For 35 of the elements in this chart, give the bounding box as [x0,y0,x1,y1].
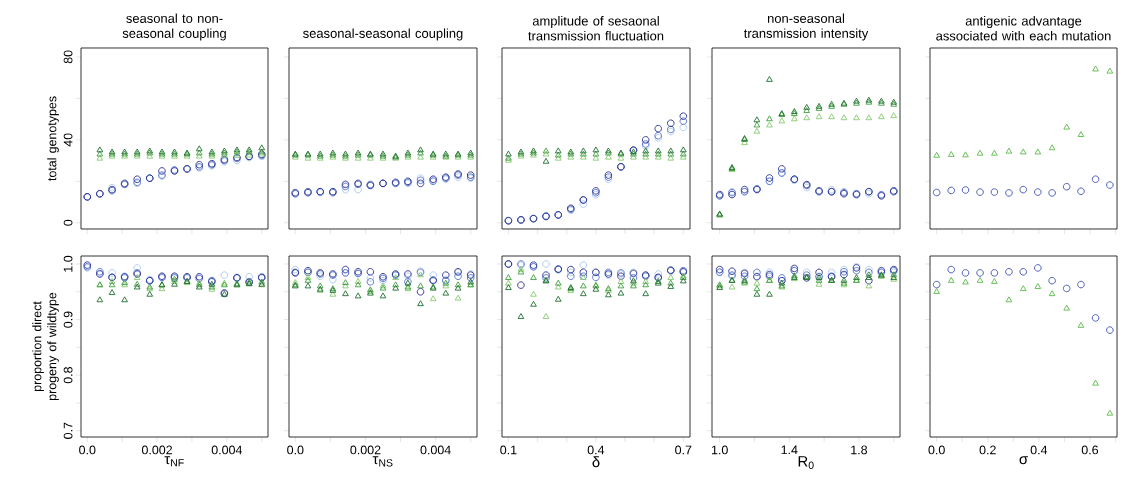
y-axis-title: total genotypes [47,96,59,181]
y-tick-label: 0 [63,219,73,226]
x-tick-label: 0.002 [350,445,381,455]
x-tick-label: 1.0 [711,445,728,455]
y-tick-label: 0.7 [63,422,73,439]
y-tick-label: 40 [63,133,73,147]
y-tick-label: 0.9 [63,311,73,328]
x-axis-title: τ$_{NS}$ [372,456,393,467]
x-tick-label: 0.002 [141,445,173,455]
x-tick-label: 0.4 [1030,445,1048,455]
chart-title: seasonal to non-seasonal coupling [122,13,226,41]
y-tick-label: 1.0 [63,255,73,272]
x-tick-label: 0.6 [1081,445,1099,455]
x-axis-title: δ [592,456,600,468]
x-tick-label: 0.004 [420,445,451,455]
chart-title: non-seasonal transmission intensity [743,13,869,41]
x-axis-title: R$_{0}$ [798,456,814,469]
y-tick-label: 80 [63,50,73,64]
x-tick-label: 0.4 [587,445,605,455]
x-tick-label: 0.1 [500,445,517,455]
x-tick-label: 0.0 [928,445,945,455]
x-tick-label: 0.0 [287,445,304,455]
x-tick-label: 0.2 [979,445,996,455]
x-tick-label: 0.004 [211,445,243,455]
x-axis-title: σ [1019,456,1028,465]
chart-title: seasonal-seasonal coupling [303,28,463,41]
y-axis-title: proportion direct progeny of wildtype [32,292,59,401]
x-tick-label: 0.0 [79,445,96,455]
x-tick-label: 1.8 [851,445,868,455]
x-tick-label: 1.4 [781,445,798,455]
y-tick-label: 0.8 [63,367,73,384]
x-tick-label: 0.7 [675,445,692,455]
x-axis-title: τ$_{NF}$ [164,456,184,467]
chart-title: antigenic advantage associated with each mutation [936,16,1111,41]
chart-title: amplitude of sesaonal transmission fluctuation [528,16,664,41]
